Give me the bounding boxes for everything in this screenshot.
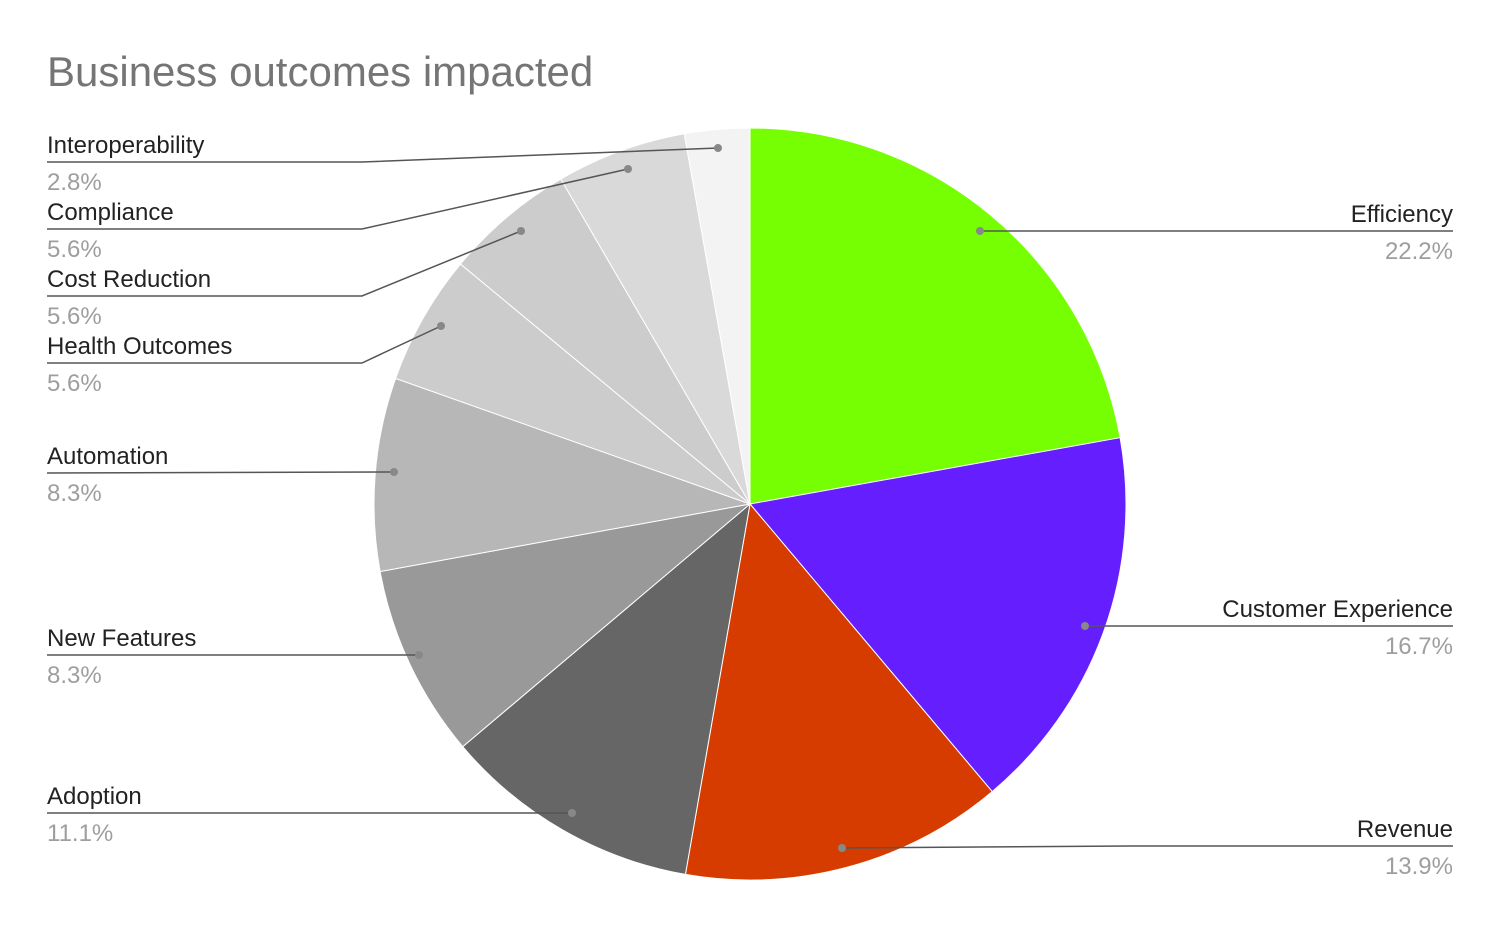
label-group-compliance: Compliance 5.6% bbox=[47, 165, 632, 263]
slice-label-customer-experience: Customer Experience bbox=[1222, 596, 1453, 623]
leader-dot-revenue bbox=[838, 844, 846, 852]
slice-percent-revenue: 13.9% bbox=[1385, 853, 1453, 880]
leader-dot-cost-reduction bbox=[517, 227, 525, 235]
leader-dot-interoperability bbox=[714, 144, 722, 152]
label-group-interoperability: Interoperability 2.8% bbox=[47, 132, 722, 196]
slice-label-efficiency: Efficiency bbox=[1351, 201, 1453, 228]
leader-dot-efficiency bbox=[976, 227, 984, 235]
label-group-adoption: Adoption 11.1% bbox=[47, 783, 576, 847]
pie-labels: Efficiency 22.2% Customer Experience 16.7% R… bbox=[46, 132, 1453, 880]
slice-percent-compliance: 5.6% bbox=[47, 236, 102, 263]
label-group-health-outcomes: Health Outcomes 5.6% bbox=[47, 322, 445, 397]
slice-percent-customer-experience: 16.7% bbox=[1385, 633, 1453, 660]
slice-label-new-features: New Features bbox=[47, 625, 196, 652]
leader-line-cost-reduction bbox=[47, 230, 522, 297]
pie-slice-revenue bbox=[684, 502, 993, 881]
pie-slice-interoperability bbox=[683, 127, 751, 505]
slice-percent-cost-reduction: 5.6% bbox=[47, 303, 102, 330]
pie-slice-customer-experience bbox=[749, 437, 1127, 793]
slice-percent-adoption: 11.1% bbox=[47, 820, 113, 847]
label-group-cost-reduction: Cost Reduction 5.6% bbox=[47, 227, 525, 330]
pie-slice-automation bbox=[373, 377, 752, 573]
pie-slice-health-outcomes bbox=[394, 263, 751, 505]
slice-label-adoption: Adoption bbox=[47, 783, 142, 810]
pie-slice-new-features bbox=[379, 503, 752, 748]
pie-slice-efficiency bbox=[749, 127, 1121, 505]
leader-dot-health-outcomes bbox=[437, 322, 445, 330]
leader-dot-automation bbox=[390, 468, 398, 476]
label-group-new-features: New Features 8.3% bbox=[47, 625, 423, 689]
label-group-revenue: Revenue 13.9% bbox=[838, 816, 1453, 880]
slice-percent-automation: 8.3% bbox=[47, 480, 102, 507]
slice-percent-efficiency: 22.2% bbox=[1385, 238, 1453, 265]
leader-line-automation bbox=[46, 471, 395, 474]
label-group-automation: Automation 8.3% bbox=[46, 443, 398, 507]
slice-percent-interoperability: 2.8% bbox=[47, 169, 102, 196]
slice-percent-new-features: 8.3% bbox=[47, 662, 102, 689]
leader-line-compliance bbox=[47, 168, 629, 230]
leader-dot-new-features bbox=[415, 651, 423, 659]
slice-label-health-outcomes: Health Outcomes bbox=[47, 333, 232, 360]
leader-line-health-outcomes bbox=[47, 325, 442, 364]
leader-line-interoperability bbox=[47, 147, 719, 163]
leader-dot-customer-experience bbox=[1081, 622, 1089, 630]
chart-title: Business outcomes impacted bbox=[47, 48, 594, 95]
leader-line-revenue bbox=[841, 845, 1453, 849]
slice-percent-health-outcomes: 5.6% bbox=[47, 370, 102, 397]
pie-slice-adoption bbox=[462, 502, 751, 875]
leader-dot-compliance bbox=[624, 165, 632, 173]
slice-label-interoperability: Interoperability bbox=[47, 132, 204, 159]
slice-label-compliance: Compliance bbox=[47, 199, 174, 226]
slice-label-cost-reduction: Cost Reduction bbox=[47, 266, 211, 293]
label-group-efficiency: Efficiency 22.2% bbox=[976, 201, 1453, 265]
label-group-customer-experience: Customer Experience 16.7% bbox=[1081, 596, 1453, 660]
slice-label-automation: Automation bbox=[47, 443, 168, 470]
leader-dot-adoption bbox=[568, 809, 576, 817]
pie-slices bbox=[373, 127, 1127, 881]
pie-slice-compliance bbox=[560, 133, 751, 505]
slice-label-revenue: Revenue bbox=[1357, 816, 1453, 843]
pie-slice-cost-reduction bbox=[459, 178, 751, 505]
